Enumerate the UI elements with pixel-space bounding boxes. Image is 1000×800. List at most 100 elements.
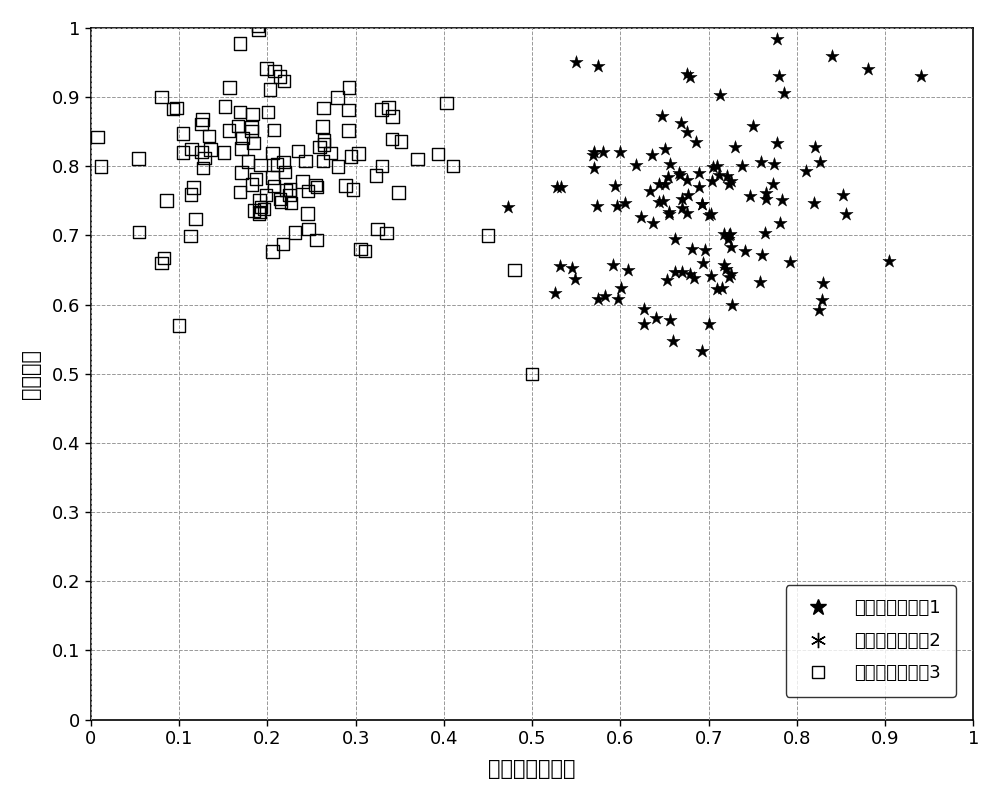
Point	[403, 526, 419, 539]
Point	[256, 202, 272, 215]
Point	[407, 484, 423, 497]
Point	[233, 142, 249, 155]
Point	[789, 630, 805, 643]
Point	[860, 63, 876, 76]
Point	[274, 597, 290, 610]
Point	[654, 110, 670, 122]
Point	[754, 249, 770, 262]
Point	[609, 199, 625, 212]
Point	[680, 188, 696, 201]
Point	[153, 90, 169, 103]
Point	[384, 566, 400, 579]
Point	[315, 102, 331, 114]
Point	[325, 424, 341, 437]
Point	[240, 155, 256, 168]
Point	[620, 263, 636, 276]
Point	[448, 506, 464, 518]
Point	[232, 106, 248, 118]
Point	[195, 113, 211, 126]
Point	[727, 140, 743, 153]
Point	[355, 534, 371, 547]
Point	[441, 538, 457, 551]
Point	[716, 258, 732, 271]
Point	[507, 263, 523, 276]
Point	[455, 576, 471, 589]
Point	[259, 647, 275, 660]
Point	[276, 543, 292, 556]
Point	[368, 518, 384, 531]
Point	[742, 190, 758, 202]
Point	[838, 207, 854, 220]
Point	[657, 142, 673, 155]
Point	[387, 574, 403, 587]
Point	[665, 334, 681, 347]
Point	[203, 143, 219, 156]
Point	[250, 495, 266, 508]
Point	[232, 186, 248, 198]
Point	[284, 572, 300, 585]
Point	[397, 590, 413, 603]
Point	[309, 180, 325, 193]
Point	[633, 211, 649, 224]
Point	[391, 186, 407, 199]
Point	[244, 108, 260, 121]
Point	[776, 87, 792, 100]
Point	[704, 174, 720, 187]
Point	[285, 522, 301, 534]
Point	[262, 83, 278, 96]
Point	[659, 274, 675, 286]
Point	[345, 563, 361, 576]
Point	[709, 160, 725, 173]
Point	[542, 540, 558, 553]
Point	[723, 267, 739, 280]
Point	[430, 147, 446, 160]
Point	[679, 126, 695, 138]
Point	[384, 133, 400, 146]
Point	[734, 160, 750, 173]
Point	[260, 106, 276, 118]
Point	[316, 138, 332, 151]
Point	[169, 102, 185, 114]
Point	[442, 559, 458, 572]
Point	[381, 101, 397, 114]
Point	[259, 62, 275, 75]
Point	[322, 651, 338, 664]
Point	[433, 470, 449, 482]
Point	[313, 590, 329, 602]
Point	[335, 579, 351, 592]
Point	[231, 563, 247, 576]
Point	[171, 550, 187, 563]
Point	[201, 525, 217, 538]
Point	[877, 644, 893, 657]
Point	[667, 266, 683, 278]
Point	[206, 586, 222, 598]
Point	[549, 181, 565, 194]
Point	[679, 68, 695, 81]
Point	[564, 262, 580, 274]
Point	[175, 127, 191, 140]
Point	[745, 119, 761, 132]
Point	[482, 501, 498, 514]
Point	[386, 453, 402, 466]
Point	[216, 540, 232, 553]
Point	[351, 147, 367, 160]
Point	[248, 172, 264, 185]
Point	[315, 155, 331, 168]
Point	[585, 148, 601, 161]
Point	[812, 155, 828, 168]
Point	[416, 626, 432, 638]
Point	[442, 463, 458, 476]
Point	[814, 294, 830, 306]
Point	[251, 207, 267, 220]
Point	[269, 158, 285, 171]
Point	[287, 226, 303, 239]
Point	[340, 124, 356, 137]
Point	[201, 130, 217, 142]
Point	[410, 585, 426, 598]
Point	[265, 510, 281, 522]
Point	[282, 455, 298, 468]
Point	[409, 153, 425, 166]
Point	[438, 528, 454, 541]
Point	[771, 70, 787, 82]
Point	[323, 146, 339, 159]
